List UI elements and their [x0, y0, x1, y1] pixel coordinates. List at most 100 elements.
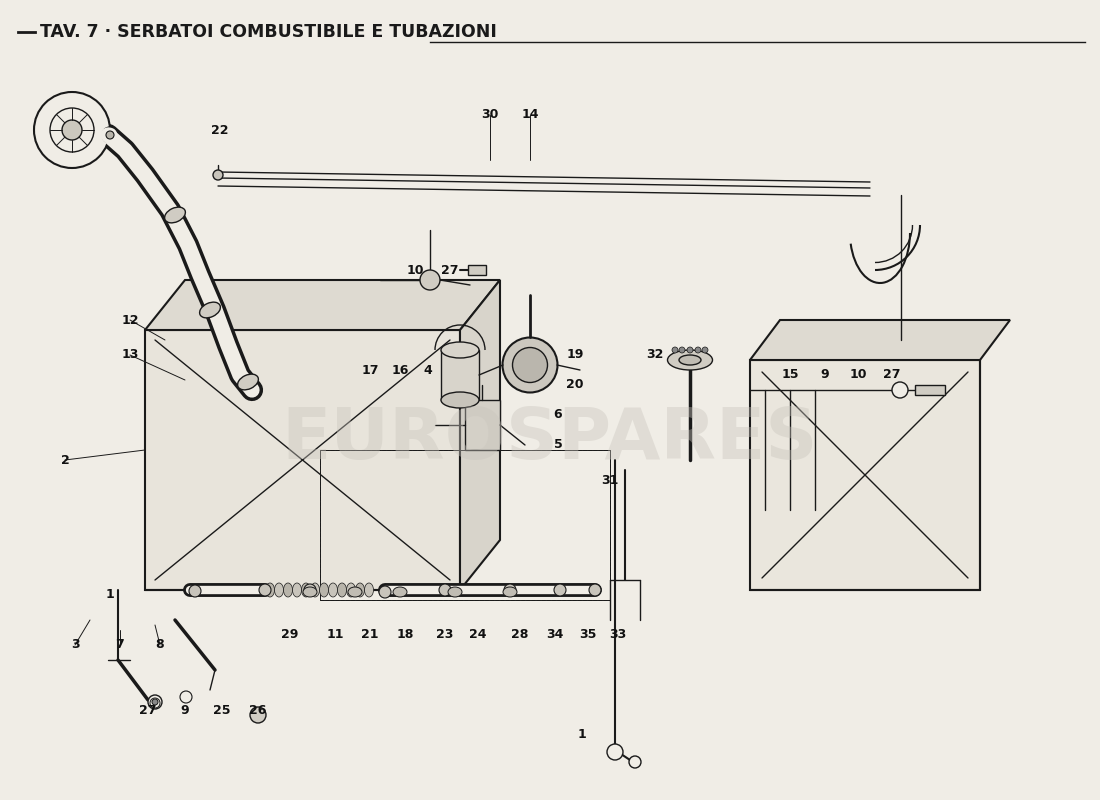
Circle shape [148, 695, 162, 709]
Circle shape [629, 756, 641, 768]
Ellipse shape [448, 587, 462, 597]
Text: 10: 10 [406, 263, 424, 277]
Circle shape [679, 347, 685, 353]
Text: 11: 11 [327, 629, 343, 642]
Text: 14: 14 [521, 109, 539, 122]
Ellipse shape [165, 207, 186, 223]
Circle shape [695, 347, 701, 353]
Text: 28: 28 [512, 629, 529, 642]
Polygon shape [145, 280, 500, 330]
Text: 1: 1 [578, 729, 586, 742]
Circle shape [102, 127, 118, 143]
Text: 18: 18 [396, 629, 414, 642]
Ellipse shape [503, 587, 517, 597]
Text: 9: 9 [180, 703, 189, 717]
Circle shape [702, 347, 708, 353]
Text: 24: 24 [470, 629, 486, 642]
Polygon shape [750, 320, 1010, 360]
Ellipse shape [310, 583, 319, 597]
Polygon shape [460, 280, 500, 590]
Ellipse shape [319, 583, 329, 597]
Text: 13: 13 [121, 349, 139, 362]
Circle shape [672, 347, 678, 353]
Circle shape [304, 584, 316, 596]
Text: 26: 26 [250, 703, 266, 717]
Circle shape [258, 584, 271, 596]
Text: 27: 27 [140, 703, 156, 717]
Ellipse shape [265, 583, 275, 597]
Circle shape [50, 108, 94, 152]
Text: 23: 23 [437, 629, 453, 642]
Circle shape [439, 584, 451, 596]
Text: 2: 2 [60, 454, 69, 466]
Ellipse shape [355, 583, 364, 597]
Circle shape [150, 698, 160, 708]
Circle shape [34, 92, 110, 168]
Bar [465, 400, 501, 450]
Text: 16: 16 [392, 363, 409, 377]
Bar [468, 265, 486, 275]
Text: 25: 25 [213, 703, 231, 717]
Text: 21: 21 [361, 629, 378, 642]
Bar [441, 350, 478, 400]
Polygon shape [750, 360, 980, 590]
Text: 4: 4 [424, 363, 432, 377]
Circle shape [250, 707, 266, 723]
Bar [320, 450, 610, 600]
Bar [915, 385, 945, 395]
Text: 35: 35 [580, 629, 596, 642]
Ellipse shape [301, 583, 310, 597]
Ellipse shape [284, 583, 293, 597]
Circle shape [892, 382, 907, 398]
Ellipse shape [346, 583, 355, 597]
Ellipse shape [275, 583, 284, 597]
Text: 10: 10 [849, 369, 867, 382]
Circle shape [588, 584, 601, 596]
Text: 19: 19 [566, 349, 584, 362]
Circle shape [189, 585, 201, 597]
Text: EUROSPARES: EUROSPARES [282, 406, 818, 474]
Ellipse shape [302, 587, 317, 597]
Ellipse shape [364, 583, 374, 597]
Circle shape [607, 744, 623, 760]
Ellipse shape [679, 355, 701, 365]
Circle shape [688, 347, 693, 353]
Text: 17: 17 [361, 363, 378, 377]
Circle shape [420, 270, 440, 290]
Ellipse shape [293, 583, 301, 597]
Text: 3: 3 [70, 638, 79, 651]
Text: 12: 12 [121, 314, 139, 326]
Circle shape [379, 586, 390, 598]
Text: 33: 33 [609, 629, 627, 642]
Ellipse shape [393, 587, 407, 597]
Circle shape [554, 584, 566, 596]
Text: 31: 31 [602, 474, 618, 486]
Text: 15: 15 [781, 369, 799, 382]
Ellipse shape [513, 347, 548, 382]
Ellipse shape [338, 583, 346, 597]
Text: 7: 7 [116, 638, 124, 651]
Text: 9: 9 [821, 369, 829, 382]
Ellipse shape [441, 342, 478, 358]
Text: 20: 20 [566, 378, 584, 391]
Text: 32: 32 [647, 349, 663, 362]
Circle shape [152, 699, 158, 705]
Text: 27: 27 [441, 263, 459, 277]
Circle shape [180, 691, 192, 703]
Text: 22: 22 [211, 123, 229, 137]
Circle shape [106, 131, 114, 139]
Ellipse shape [348, 587, 362, 597]
Ellipse shape [238, 374, 258, 390]
Text: 34: 34 [547, 629, 563, 642]
Ellipse shape [199, 302, 220, 318]
Text: 6: 6 [553, 409, 562, 422]
Circle shape [504, 584, 516, 596]
Text: 5: 5 [553, 438, 562, 451]
Ellipse shape [668, 350, 713, 370]
Ellipse shape [329, 583, 338, 597]
Circle shape [213, 170, 223, 180]
Text: 1: 1 [106, 589, 114, 602]
Circle shape [62, 120, 82, 140]
Text: 30: 30 [482, 109, 498, 122]
Polygon shape [145, 330, 460, 590]
